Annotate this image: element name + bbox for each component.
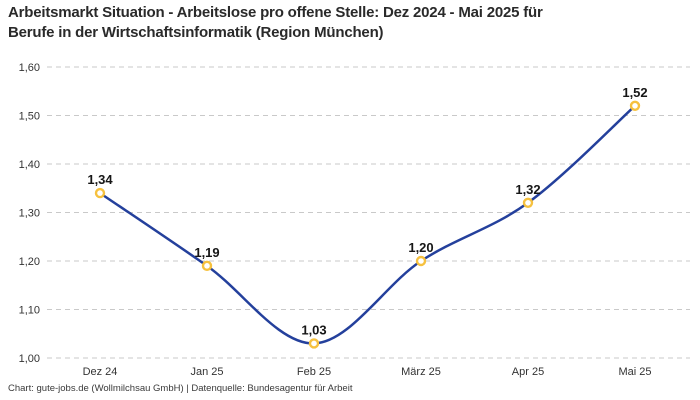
x-axis-tick-label: Mai 25 (618, 366, 651, 378)
chart-title: Arbeitsmarkt Situation - Arbeitslose pro… (8, 4, 543, 41)
data-point-label: 1,19 (194, 245, 219, 260)
data-line-series (98, 104, 637, 345)
data-point-marker (522, 197, 534, 209)
x-axis-tick-label: Dez 24 (83, 366, 118, 378)
data-point-marker (415, 255, 427, 267)
y-axis-tick-label: 1,00 (19, 353, 40, 365)
x-axis-tick-label: Apr 25 (512, 366, 544, 378)
y-axis-tick-label: 1,60 (19, 62, 40, 74)
y-axis-tick-label: 1,20 (19, 256, 40, 268)
x-axis-tick-label: Feb 25 (297, 366, 331, 378)
y-axis-tick-label: 1,50 (19, 111, 40, 123)
data-point-label: 1,03 (301, 322, 326, 337)
data-point-label: 1,32 (515, 182, 540, 197)
data-point-label: 1,20 (408, 240, 433, 255)
y-axis-tick-label: 1,10 (19, 305, 40, 317)
x-axis-tick-label: März 25 (401, 366, 441, 378)
y-axis-tick-label: 1,40 (19, 159, 40, 171)
x-axis-tick-label: Jan 25 (190, 366, 223, 378)
data-point-marker (629, 100, 641, 112)
data-point-marker (94, 187, 106, 199)
data-point-label: 1,52 (622, 85, 647, 100)
data-point-label: 1,34 (87, 172, 113, 187)
chart-footer-source: Chart: gute-jobs.de (Wollmilchsau GmbH) … (8, 383, 353, 394)
data-point-marker (201, 260, 213, 272)
data-point-marker (308, 338, 320, 349)
y-axis-tick-label: 1,30 (19, 208, 40, 220)
